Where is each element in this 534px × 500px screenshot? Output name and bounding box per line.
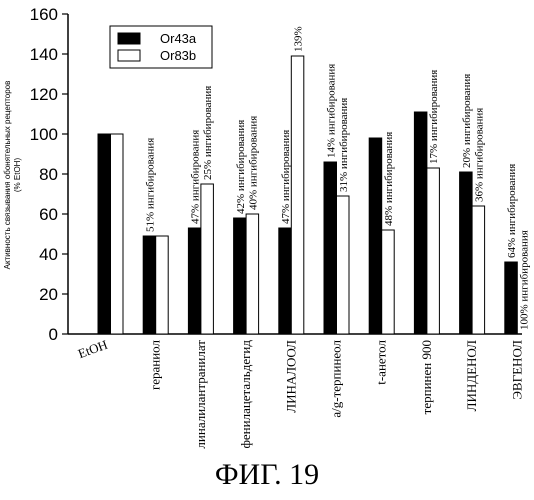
bar-or43a-3 <box>234 218 247 334</box>
bar-or43a-5 <box>324 162 337 334</box>
x-tick-labels: EtOH гераниол линалилантранилат фенилацетал… <box>76 337 524 449</box>
x-tick-label: ЭВГЕНОЛ <box>509 340 524 400</box>
bar-or43a-7 <box>414 112 427 334</box>
y-tick-label: 160 <box>30 5 58 24</box>
x-tick-label: фенилацетальдегид <box>238 340 253 449</box>
x-tick-label: EtOH <box>76 337 110 361</box>
bar-or83b-5 <box>337 196 350 334</box>
bar-annotation: 20% ингибирования <box>461 74 473 168</box>
bar-or83b-4 <box>291 56 304 334</box>
y-axis-label: Активность связывания обонятельных рецеп… <box>3 81 12 270</box>
y-tick-label: 60 <box>39 205 58 224</box>
x-tick-label: линалилантранилат <box>193 340 208 449</box>
y-tick-label: 80 <box>39 165 58 184</box>
bar-or43a-9 <box>505 262 518 334</box>
bar-annotation: 51% ингибирования <box>144 138 156 232</box>
bar-or83b-8 <box>472 206 485 334</box>
bar-or83b-7 <box>427 168 440 334</box>
bar-annotation: 40% ингибирования <box>247 116 259 210</box>
y-tick-label: 100 <box>30 125 58 144</box>
legend-swatch-or43a <box>118 33 140 44</box>
bar-annotation: 47% ингибирования <box>190 130 202 224</box>
y-axis-title: Активность связывания обонятельных рецеп… <box>3 81 22 270</box>
legend-label: Or83b <box>160 48 196 63</box>
bar-annotation: 64% ингибирования <box>506 164 518 258</box>
bar-or43a-6 <box>369 138 382 334</box>
bar-or43a-1 <box>143 236 156 334</box>
bar-or43a-2 <box>188 228 201 334</box>
y-tick-label: 120 <box>30 85 58 104</box>
bar-or83b-6 <box>382 230 395 334</box>
x-tick-label: гераниол <box>148 339 163 389</box>
bar-annotation: 47% ингибирования <box>280 130 292 224</box>
bar-annotation: 17% ингибирования <box>428 70 440 164</box>
x-tick-label: t-анетол <box>374 339 389 384</box>
bar-or83b-3 <box>246 214 259 334</box>
bar-annotation: 42% ингибирования <box>235 120 247 214</box>
y-tick-label: 20 <box>39 285 58 304</box>
legend-swatch-or83b <box>118 50 140 61</box>
x-tick-label: ЛИНАЛООЛ <box>283 340 298 413</box>
bar-or43a-4 <box>279 228 292 334</box>
bar-or83b-2 <box>201 184 214 334</box>
bar-annotation: 36% ингибирования <box>473 108 485 202</box>
x-tick-label: a/g-терпинеол <box>329 339 344 417</box>
bar-annotation: 25% ингибирования <box>202 86 214 180</box>
figure-caption: ФИГ. 19 <box>0 458 534 492</box>
y-tick-label: 0 <box>49 325 58 344</box>
bar-or43a-0 <box>98 134 111 334</box>
bar-annotation: 48% ингибирования <box>383 132 395 226</box>
bar-annotation: 139% <box>293 26 305 52</box>
y-tick-label: 40 <box>39 245 58 264</box>
y-tick-label: 140 <box>30 45 58 64</box>
bar-chart: Активность связывания обонятельных рецеп… <box>0 0 534 455</box>
bar-or83b-1 <box>156 236 169 334</box>
x-tick-label: ЛИНДЕНОЛ <box>464 340 479 412</box>
bar-annotation: 14% ингибирования <box>325 64 337 158</box>
legend: Or43a Or83b <box>110 26 212 68</box>
legend-label: Or43a <box>160 31 197 46</box>
bars <box>98 56 517 334</box>
bar-annotation: 100% ингибирования <box>519 230 531 330</box>
y-axis-unit: (% EtOH) <box>13 158 22 193</box>
bar-or43a-8 <box>460 172 473 334</box>
bar-or83b-0 <box>111 134 124 334</box>
bar-annotation: 31% ингибирования <box>338 98 350 192</box>
x-tick-label: терпинен 900 <box>419 340 434 414</box>
